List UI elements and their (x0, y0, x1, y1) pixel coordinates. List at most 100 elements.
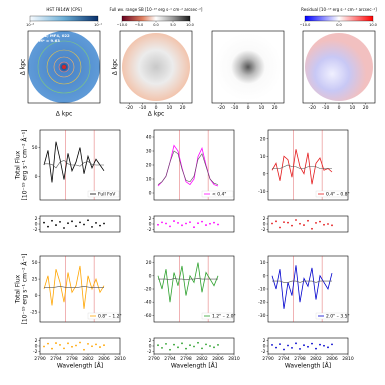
x-tick-label: 2806 (212, 356, 224, 362)
spectrum (157, 262, 219, 303)
residual-point (319, 343, 321, 346)
y-tick-label: -10 (258, 189, 265, 195)
residual-point (331, 224, 333, 227)
colorbar-tick-label: −5.0 (135, 23, 144, 27)
residual-point (103, 222, 105, 225)
legend-label: Full FoV (98, 192, 116, 198)
residual-point (217, 344, 219, 346)
y-tick-label: 30 (146, 149, 152, 155)
legend-label: 1.2" – 2.0" (212, 314, 236, 320)
x-tick-label: 2790 (34, 356, 46, 362)
x-axis-label: Δ kpc (148, 111, 165, 118)
annotation: A31001; MF4, 022 (31, 33, 70, 38)
legend-box (201, 312, 234, 320)
panel-frame (267, 129, 349, 201)
colorbar-label: Full wv. range SB [10⁻¹⁹ erg s⁻¹ cm⁻² ar… (110, 7, 203, 12)
x-tick-label: 2794 (164, 356, 176, 362)
residual-point (319, 220, 321, 223)
residual-point (103, 344, 105, 347)
residual-point (71, 345, 73, 348)
residual-point (51, 347, 53, 350)
x-tick-label: 10 (166, 105, 172, 111)
residual-point (287, 344, 289, 347)
panel-frame (267, 255, 349, 323)
legend-label: 0.4" – 0.8" (326, 192, 350, 198)
residual-point (287, 221, 289, 224)
x-tick-label: 2810 (228, 356, 240, 362)
panels: HST F814W [CPS] 10⁻⁴ 10⁻¹ A31001; MF4, 022l… (15, 7, 378, 370)
x-tick-label: 2806 (98, 356, 110, 362)
contour (37, 40, 91, 94)
legend-label: < 0.4" (212, 192, 226, 198)
spectrum (271, 149, 333, 185)
y-tick-label: 10 (260, 154, 266, 160)
colorbar-tick-label: 10⁻¹ (94, 23, 102, 27)
x-axis-label: Wavelength [Å] (285, 363, 331, 370)
model-fit (272, 280, 332, 283)
colorbar (304, 15, 374, 22)
x-tick-label: -10 (139, 105, 146, 111)
y-tick-label: 25 (32, 277, 38, 283)
residual-point (217, 223, 219, 226)
y-tick-label: 20 (146, 163, 152, 169)
x-tick-label: 20 (180, 105, 186, 111)
panel-frame (39, 215, 121, 233)
residual-point (173, 343, 175, 346)
residual-point (55, 342, 57, 344)
x-tick-label: 2798 (180, 356, 192, 362)
colorbar-tick-label: 10.0 (186, 23, 194, 27)
y-tick-label: 0 (149, 191, 152, 197)
residual-point (307, 219, 309, 222)
residual-point (193, 226, 195, 229)
map-imagery (28, 28, 373, 106)
residual-point (209, 222, 211, 225)
residual-point (165, 342, 167, 345)
residual-point (95, 343, 97, 346)
y-tick-label: -2 (147, 227, 152, 233)
y-tick-label: -40 (144, 300, 151, 306)
panel-frame (39, 337, 121, 355)
residual-point (47, 225, 49, 228)
residual-point (283, 221, 285, 224)
map-field (305, 33, 373, 101)
legend-box (87, 312, 120, 320)
residual-point (275, 346, 277, 349)
y-tick-label: 2 (35, 338, 38, 344)
map-frame (27, 30, 101, 104)
y-tick-label: -30 (258, 313, 265, 319)
residual-point (177, 346, 179, 349)
residual-point (279, 226, 281, 229)
y-tick-label: -20 (144, 287, 151, 293)
model-fit (44, 286, 104, 288)
y-tick-label: -2 (261, 349, 266, 355)
residual-point (181, 342, 183, 345)
y-axis-label: Total Flux (15, 150, 22, 180)
residual-point (99, 224, 101, 227)
residual-point (83, 348, 85, 351)
residual-point (299, 348, 301, 350)
x-tick-label: 2790 (148, 356, 160, 362)
residual-point (79, 341, 81, 344)
colorbar-tick-label: 0.0 (336, 23, 342, 27)
y-tick-label: 0 (35, 222, 38, 228)
residual-point (83, 223, 85, 226)
x-tick-label: 2802 (82, 356, 94, 362)
x-tick-label: 0 (247, 105, 250, 111)
residual-point (161, 221, 163, 224)
y-tick-label: 0 (35, 344, 38, 350)
residual-point (323, 223, 325, 226)
annotation: log M* = 9.63 (31, 38, 60, 43)
x-tick-label: 20 (363, 105, 369, 111)
colorbar-label: HST F814W [CPS] (46, 7, 82, 12)
x-axis-label: Δ kpc (56, 111, 73, 118)
residual-point (197, 222, 199, 225)
residual-point (169, 225, 171, 228)
y-tick-label: -60 (144, 313, 151, 319)
colorbar-tick-label: −10.0 (117, 23, 128, 27)
map-field (122, 33, 190, 101)
colorbar-tick-label: 10⁻⁴ (26, 23, 34, 27)
panel-frame (267, 215, 349, 233)
residual-point (213, 346, 215, 349)
panel-frame (153, 129, 235, 201)
y-tick-label: 0 (263, 222, 266, 228)
